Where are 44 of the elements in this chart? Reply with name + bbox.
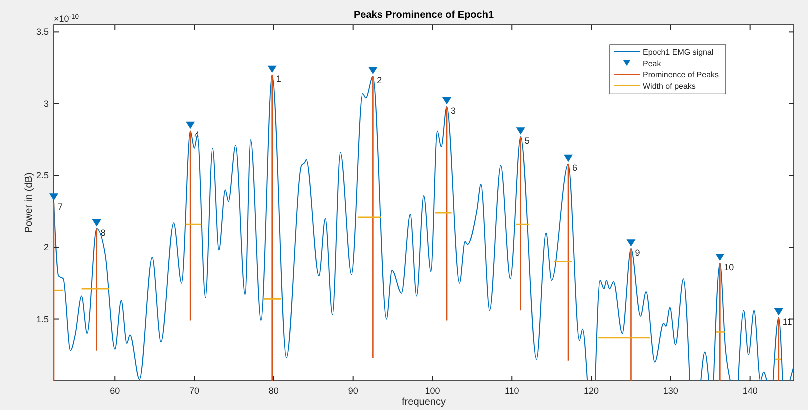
annotation: 1 [276, 74, 282, 84]
legend-label: Epoch1 EMG signal [643, 48, 714, 57]
legend-label: Prominence of Peaks [643, 70, 720, 80]
x-tick-label: 110 [504, 386, 520, 396]
point [268, 66, 277, 74]
y-tick-label: 2.5 [36, 170, 49, 181]
y-tick-label: 2 [44, 242, 49, 252]
point [186, 122, 196, 130]
x-tick-label: 70 [190, 386, 200, 396]
x-tick-label: 60 [110, 386, 120, 396]
point [716, 254, 725, 262]
point [774, 308, 784, 316]
point [442, 97, 452, 105]
x-tick-label: 140 [742, 386, 758, 396]
chart-title: Peaks Prominence of Epoch1 [354, 10, 494, 21]
y-tick-label: 3.5 [36, 27, 49, 38]
annotation: 3 [451, 106, 456, 116]
point [516, 128, 526, 135]
annotation: 5 [524, 136, 530, 146]
annotation: 8 [100, 228, 106, 238]
x-tick-label: 100 [425, 386, 440, 396]
annotation: 4 [194, 130, 200, 140]
x-tick-label: 120 [584, 386, 600, 396]
legend-label: Width of peaks [643, 82, 696, 91]
point [368, 67, 378, 75]
point [626, 240, 636, 247]
x-tick-label: 80 [268, 386, 279, 396]
annotation: 2 [377, 76, 382, 86]
point [564, 154, 574, 162]
annotation: 7 [58, 202, 64, 212]
point [50, 194, 58, 201]
y-tick-label: 1.5 [36, 314, 49, 324]
y-axis-title: Power in (dB) [24, 172, 35, 234]
legend-label: Peak [643, 59, 662, 68]
text: ×10$^{-10}$ [54, 14, 80, 24]
x-tick-label: 130 [663, 386, 678, 396]
x-tick-label: 90 [348, 386, 358, 396]
annotation: 10 [724, 262, 734, 272]
annotation: 11 [782, 316, 792, 327]
x-axis-title: frequency [402, 397, 446, 408]
annotation: 9 [635, 248, 640, 258]
y-tick-label: 3 [44, 98, 49, 109]
point [92, 219, 102, 227]
annotation: 6 [572, 163, 578, 174]
